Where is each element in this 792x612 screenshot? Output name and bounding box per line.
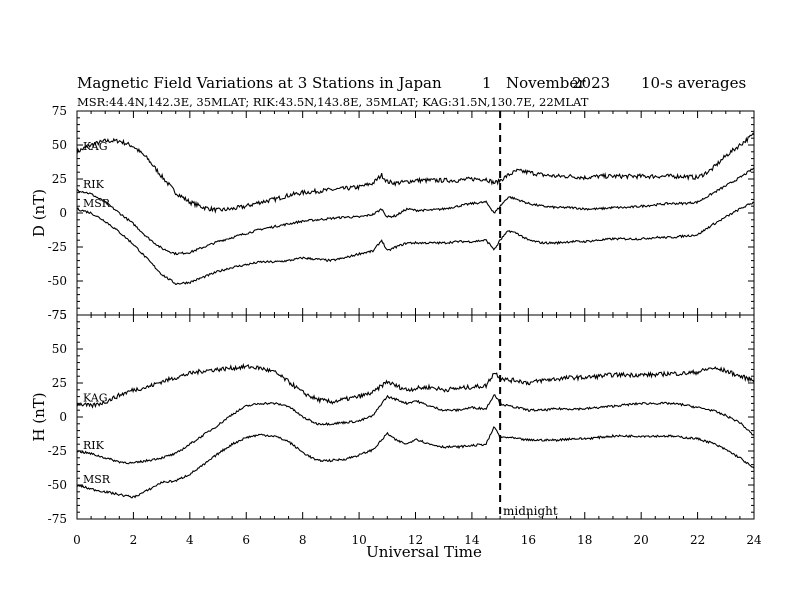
x-tick-label: 22 bbox=[690, 533, 705, 547]
d-series-label-msr: MSR bbox=[83, 197, 111, 210]
h-axis-label: H (nT) bbox=[30, 392, 48, 441]
title-year: 2023 bbox=[572, 74, 610, 92]
h-ytick-label: -50 bbox=[48, 478, 67, 492]
d-ytick-label: 75 bbox=[52, 104, 67, 118]
x-axis-label: Universal Time bbox=[366, 543, 482, 561]
d-ytick-label: -50 bbox=[48, 274, 67, 288]
chart-title: Magnetic Field Variations at 3 Stations … bbox=[77, 74, 442, 92]
d-series-msr bbox=[76, 201, 755, 286]
h-ytick-label: -25 bbox=[48, 444, 67, 458]
x-tick-label: 16 bbox=[521, 533, 536, 547]
x-tick-label: 14 bbox=[464, 533, 480, 547]
d-series-kag bbox=[76, 132, 755, 214]
title-averaging: 10-s averages bbox=[641, 74, 746, 92]
midnight-label: midnight bbox=[503, 504, 558, 518]
title-month: November bbox=[506, 74, 586, 92]
h-panel-frame bbox=[76, 314, 755, 520]
x-tick-label: 12 bbox=[408, 533, 423, 547]
x-tick-label: 24 bbox=[746, 533, 762, 547]
h-series-label-rik: RIK bbox=[83, 439, 105, 452]
d-ytick-label: -25 bbox=[48, 240, 67, 254]
h-ytick-label: -75 bbox=[48, 512, 67, 526]
d-series-label-kag: KAG bbox=[83, 140, 108, 153]
d-ytick-label: -75 bbox=[48, 308, 67, 322]
d-series-label-rik: RIK bbox=[83, 178, 105, 191]
h-series-msr bbox=[76, 426, 755, 499]
x-tick-label: 4 bbox=[186, 533, 194, 547]
h-ytick-label: 75 bbox=[52, 308, 67, 322]
h-ytick-label: 25 bbox=[52, 376, 67, 390]
d-panel-frame bbox=[76, 110, 755, 316]
d-ytick-label: 50 bbox=[52, 138, 67, 152]
h-series-label-kag: KAG bbox=[83, 391, 108, 404]
d-series-rik bbox=[76, 167, 755, 256]
x-tick-label: 6 bbox=[242, 533, 250, 547]
x-tick-label: 10 bbox=[351, 533, 366, 547]
h-ytick-label: 0 bbox=[59, 410, 67, 424]
d-axis-label: D (nT) bbox=[30, 189, 48, 237]
station-coordinates: MSR:44.4N,142.3E, 35MLAT; RIK:43.5N,143.… bbox=[77, 95, 589, 109]
h-series-label-msr: MSR bbox=[83, 473, 111, 486]
title-day: 1 bbox=[482, 74, 492, 92]
h-ytick-label: 50 bbox=[52, 342, 67, 356]
x-tick-label: 2 bbox=[130, 533, 138, 547]
h-series-rik bbox=[76, 394, 755, 465]
d-ytick-label: 0 bbox=[59, 206, 67, 220]
d-ytick-label: 25 bbox=[52, 172, 67, 186]
x-tick-label: 20 bbox=[634, 533, 649, 547]
x-tick-label: 0 bbox=[73, 533, 81, 547]
x-tick-label: 8 bbox=[299, 533, 307, 547]
h-series-kag bbox=[76, 362, 755, 409]
x-tick-label: 18 bbox=[577, 533, 592, 547]
